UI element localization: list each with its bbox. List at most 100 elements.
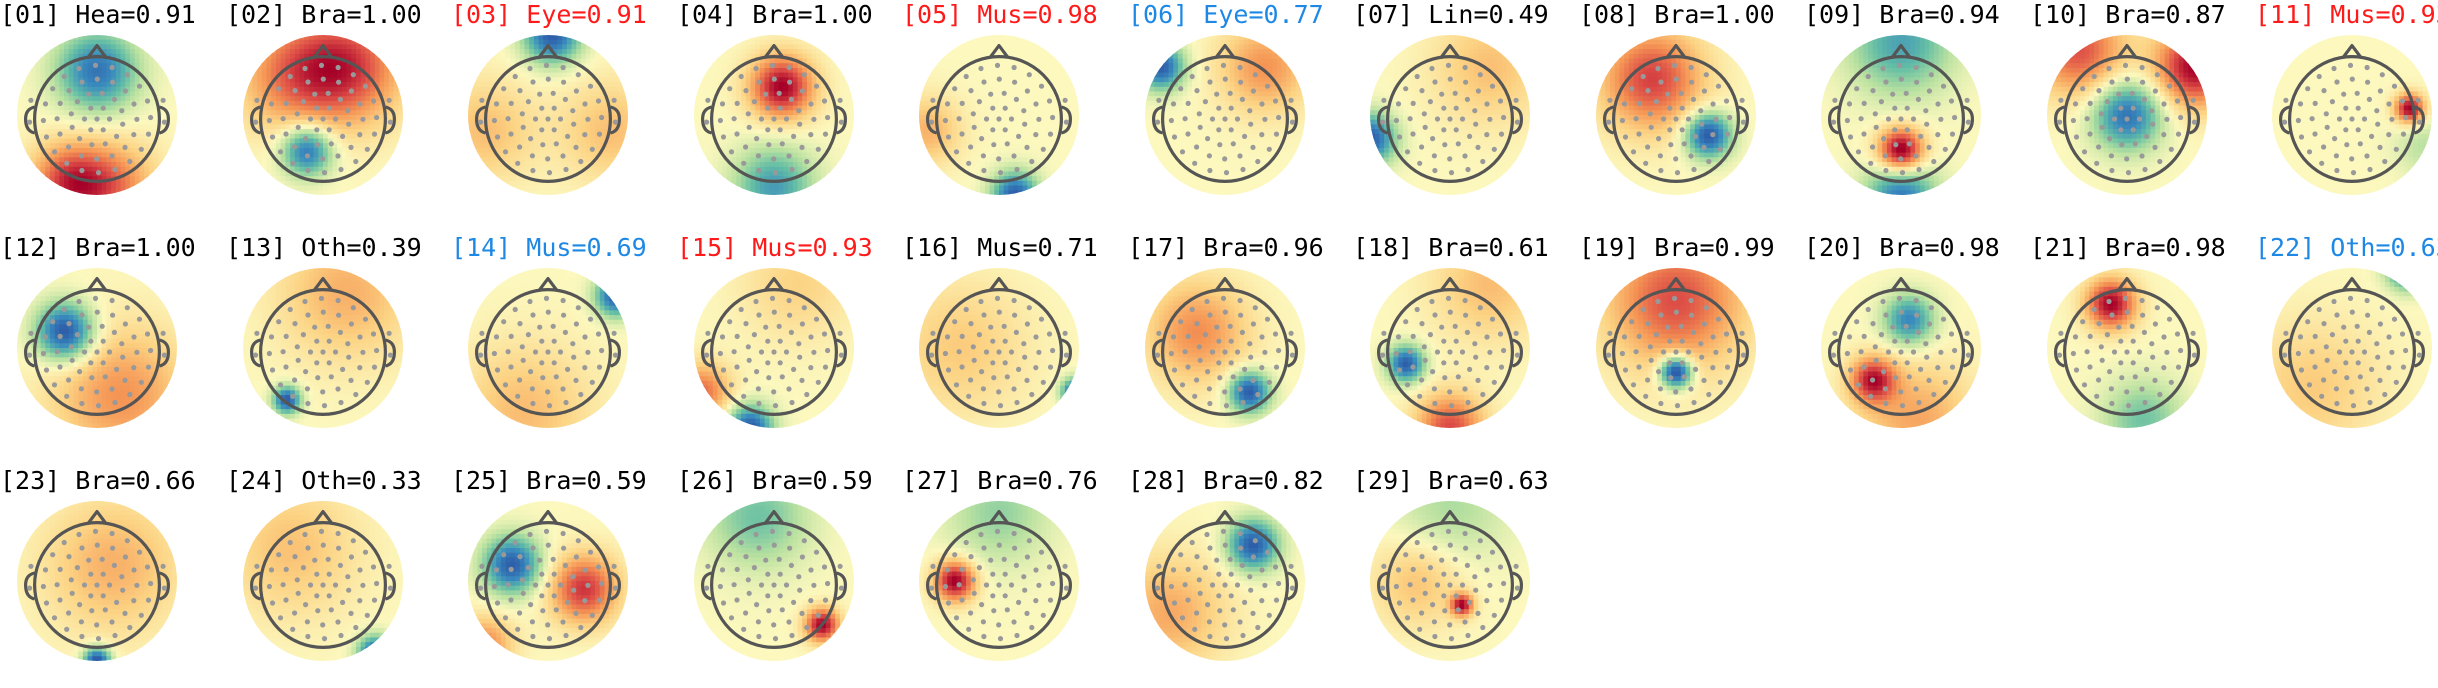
component-score: 0.98 (1038, 0, 1098, 29)
topomap (463, 263, 633, 433)
component-index: [01] (0, 0, 60, 29)
topomap (689, 263, 859, 433)
topomap (1140, 263, 1310, 433)
component-label: [20] Bra=0.98 (1804, 233, 2000, 263)
component-label: [22] Oth=0.63 (2255, 233, 2438, 263)
component-class: Mus (752, 233, 797, 262)
topomap (12, 30, 182, 200)
component-score: 0.93 (2391, 0, 2438, 29)
component-class: Bra (1879, 0, 1924, 29)
component-class: Lin (1428, 0, 1473, 29)
component-score: 0.39 (362, 233, 422, 262)
component-index: [19] (1579, 233, 1639, 262)
component-label: [15] Mus=0.93 (677, 233, 873, 263)
component-label: [09] Bra=0.94 (1804, 0, 2000, 30)
component-class: Bra (1428, 233, 1473, 262)
component-label: [26] Bra=0.59 (677, 466, 873, 496)
component-index: [07] (1353, 0, 1413, 29)
topomap-cell: [05] Mus=0.98 (902, 0, 1127, 222)
component-class: Bra (75, 233, 120, 262)
component-class: Bra (526, 466, 571, 495)
component-class: Bra (1203, 466, 1248, 495)
component-class: Bra (1879, 233, 1924, 262)
component-score: 0.94 (1940, 0, 2000, 29)
topomap (914, 263, 1084, 433)
component-label: [08] Bra=1.00 (1579, 0, 1775, 30)
component-class: Mus (977, 233, 1022, 262)
component-class: Eye (526, 0, 571, 29)
component-label: [14] Mus=0.69 (451, 233, 647, 263)
component-label: [06] Eye=0.77 (1128, 0, 1324, 30)
topomap (2267, 263, 2437, 433)
component-index: [23] (0, 466, 60, 495)
component-index: [24] (226, 466, 286, 495)
component-label: [29] Bra=0.63 (1353, 466, 1549, 496)
component-score: 0.59 (813, 466, 873, 495)
component-index: [10] (2030, 0, 2090, 29)
component-score: 0.71 (1038, 233, 1098, 262)
component-label: [13] Oth=0.39 (226, 233, 422, 263)
topomap (1365, 30, 1535, 200)
component-index: [22] (2255, 233, 2315, 262)
component-score: 0.99 (1715, 233, 1775, 262)
component-label: [27] Bra=0.76 (902, 466, 1098, 496)
topomap-cell: [09] Bra=0.94 (1804, 0, 2029, 222)
topomap-cell: [13] Oth=0.39 (226, 233, 451, 455)
component-index: [06] (1128, 0, 1188, 29)
component-score: 0.77 (1264, 0, 1324, 29)
component-class: Bra (75, 466, 120, 495)
component-score: 0.69 (587, 233, 647, 262)
component-class: Bra (2105, 233, 2150, 262)
component-index: [26] (677, 466, 737, 495)
component-class: Mus (977, 0, 1022, 29)
component-score: 1.00 (136, 233, 196, 262)
component-score: 0.66 (136, 466, 196, 495)
topomap-cell: [01] Hea=0.91 (0, 0, 225, 222)
topomap-cell: [12] Bra=1.00 (0, 233, 225, 455)
topomap (463, 30, 633, 200)
component-score: 0.82 (1264, 466, 1324, 495)
topomap (914, 496, 1084, 666)
component-index: [04] (677, 0, 737, 29)
component-score: 0.98 (2166, 233, 2226, 262)
topomap-cell: [23] Bra=0.66 (0, 466, 225, 688)
component-index: [03] (451, 0, 511, 29)
component-score: 0.93 (813, 233, 873, 262)
component-label: [12] Bra=1.00 (0, 233, 196, 263)
topomap-cell: [06] Eye=0.77 (1128, 0, 1353, 222)
topomap (1365, 496, 1535, 666)
topomap (1816, 30, 1986, 200)
component-label: [19] Bra=0.99 (1579, 233, 1775, 263)
topomap (238, 30, 408, 200)
topomap-cell: [20] Bra=0.98 (1804, 233, 2029, 455)
component-label: [10] Bra=0.87 (2030, 0, 2226, 30)
topomap (12, 263, 182, 433)
component-class: Bra (1654, 0, 1699, 29)
component-class: Bra (752, 466, 797, 495)
component-index: [14] (451, 233, 511, 262)
component-index: [12] (0, 233, 60, 262)
component-label: [17] Bra=0.96 (1128, 233, 1324, 263)
component-label: [11] Mus=0.93 (2255, 0, 2438, 30)
topomap-cell: [07] Lin=0.49 (1353, 0, 1578, 222)
topomap-cell: [08] Bra=1.00 (1579, 0, 1804, 222)
topomap (1591, 30, 1761, 200)
topomap (463, 496, 633, 666)
component-score: 0.87 (2166, 0, 2226, 29)
topomap (1140, 496, 1310, 666)
topomap-cell: [22] Oth=0.63 (2255, 233, 2438, 455)
component-label: [18] Bra=0.61 (1353, 233, 1549, 263)
topomap-cell: [03] Eye=0.91 (451, 0, 676, 222)
component-index: [11] (2255, 0, 2315, 29)
component-label: [25] Bra=0.59 (451, 466, 647, 496)
topomap (1140, 30, 1310, 200)
topomap-cell: [18] Bra=0.61 (1353, 233, 1578, 455)
component-score: 1.00 (813, 0, 873, 29)
component-label: [05] Mus=0.98 (902, 0, 1098, 30)
topomap (238, 263, 408, 433)
topomap-cell: [26] Bra=0.59 (677, 466, 902, 688)
topomap-cell: [27] Bra=0.76 (902, 466, 1127, 688)
component-label: [01] Hea=0.91 (0, 0, 196, 30)
component-class: Oth (301, 466, 346, 495)
topomap (1591, 263, 1761, 433)
